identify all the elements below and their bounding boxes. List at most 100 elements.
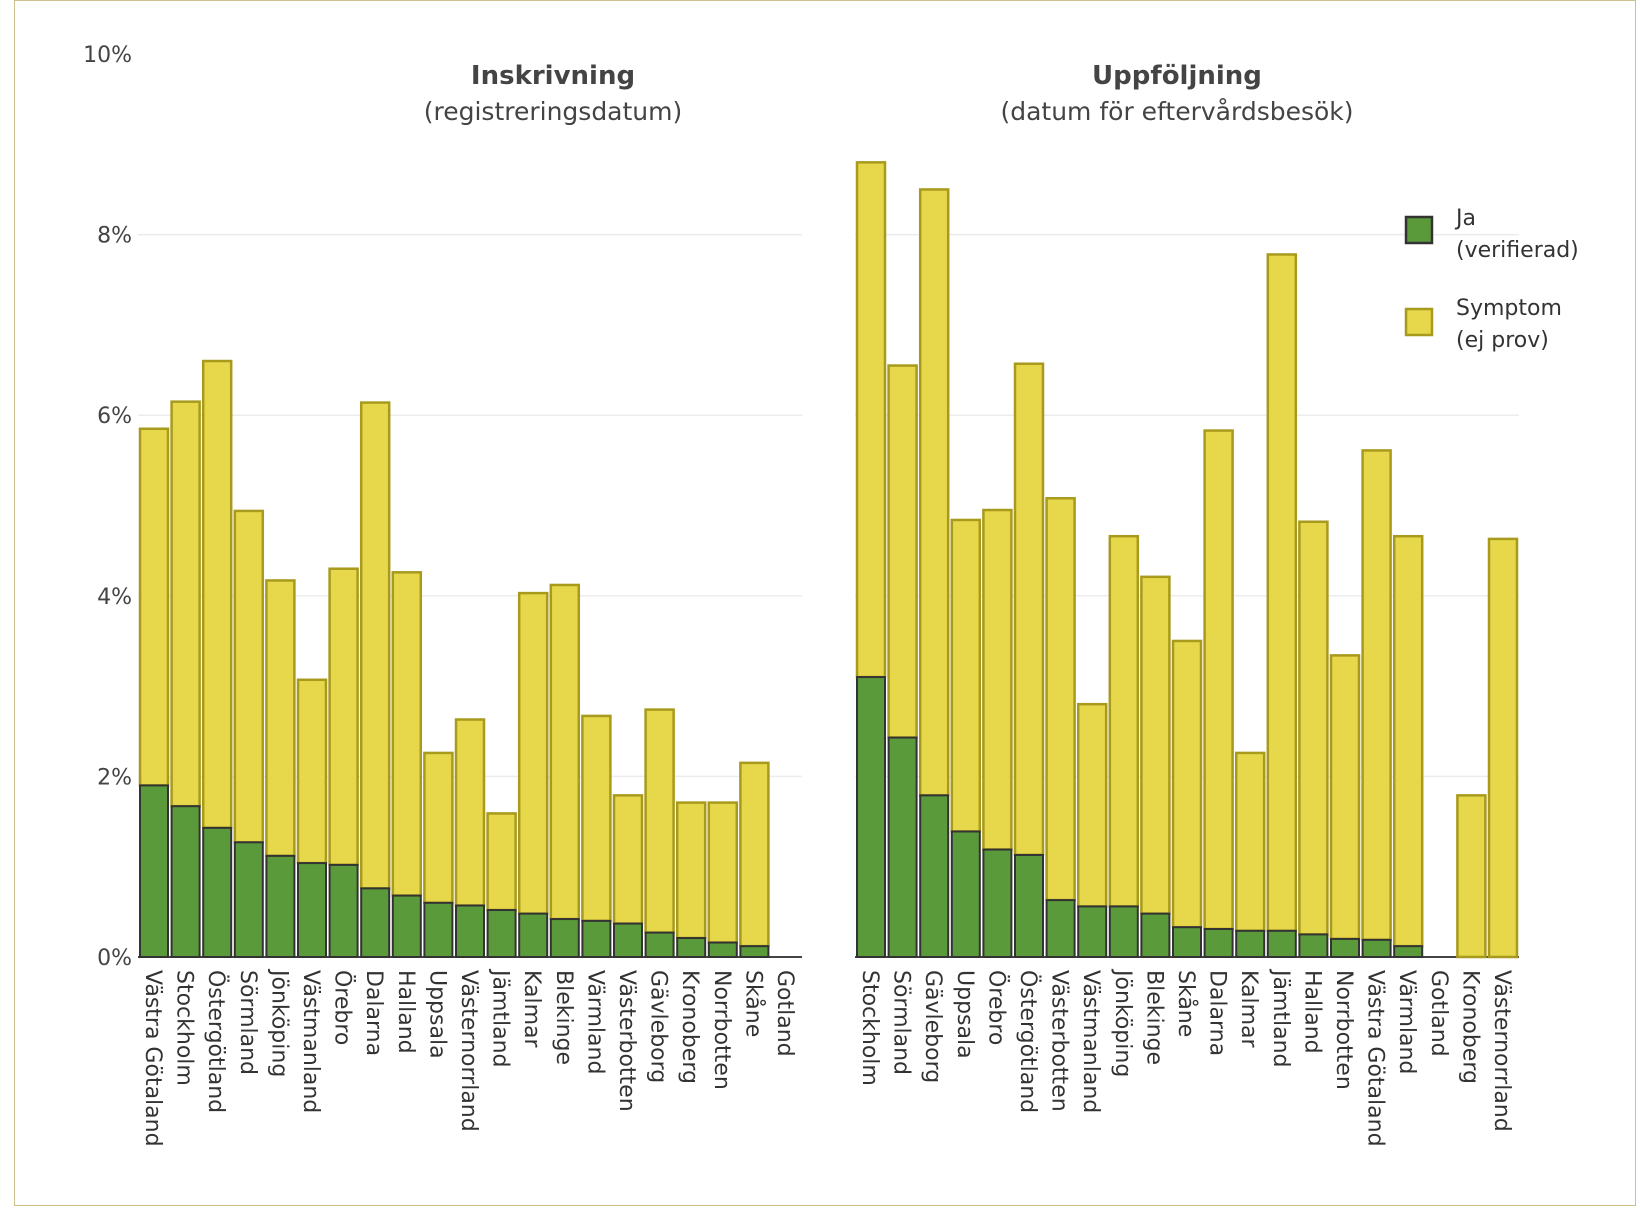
bar-ja [1266,929,1297,958]
x-tick-label: Västerbotten [614,970,639,1112]
x-tick-label: Kronoberg [677,970,702,1084]
bar-symptom [1266,253,1298,933]
legend-swatch-symptom [1404,307,1434,337]
x-tick-label: Östergötland [203,970,229,1113]
bar-ja [1172,926,1202,958]
bar-ja [856,676,886,958]
x-tick-label: Västmanland [1078,970,1103,1113]
bar-symptom [138,427,170,787]
bars [855,161,1519,959]
bar-symptom [517,591,549,915]
bar-symptom [612,794,644,925]
bar-ja [581,919,612,959]
bar-symptom [918,188,950,797]
panel-inskrivning: Inskrivning (registreringsdatum) Västra … [138,61,802,1147]
bar-ja [455,904,485,958]
bar-ja [1203,928,1234,959]
bar-symptom [391,571,423,897]
bar-ja [644,931,675,959]
bar-symptom [1298,520,1329,936]
bar-symptom [1456,794,1487,959]
bar-symptom [1108,534,1140,908]
x-tick-label: Gotland [1426,970,1451,1057]
bar-ja [676,937,707,958]
y-tick-label: 6% [97,404,132,429]
bar-ja [739,945,770,959]
x-tick-label: Dalarna [361,970,386,1056]
x-tick-label: Kalmar [1236,970,1261,1049]
legend: Ja (verifierad) Symptom (ej prov) [1404,206,1579,353]
x-tick-label: Skåne [1173,970,1199,1037]
bar-symptom [549,583,581,921]
bar-ja [518,912,549,959]
bar-ja [265,854,296,959]
bar-ja [613,922,643,958]
x-tick-label: Jönköping [1110,968,1135,1077]
bars [138,359,802,959]
y-tick-label: 0% [97,946,132,971]
bar-symptom [359,401,391,890]
bar-symptom [328,567,359,867]
bar-ja [1108,905,1139,959]
bar-symptom [1487,537,1519,959]
bar-symptom [1329,654,1361,941]
legend-swatch-ja [1404,215,1434,245]
legend-label-ja-line1: Ja [1454,206,1476,231]
x-tick-label: Västernorrland [456,970,481,1132]
x-tick-label: Västra Götaland [1363,970,1388,1147]
bar-ja [1235,929,1266,958]
bar-symptom [423,751,454,905]
bar-symptom [170,400,201,808]
x-tick-label: Uppsala [424,970,449,1059]
bar-symptom [454,718,486,907]
x-tick-label: Sörmland [235,970,260,1075]
bar-symptom [644,708,675,934]
legend-label-symptom-line2: (ej prov) [1456,328,1549,353]
x-tick-label: Västerbotten [1047,970,1072,1112]
bar-symptom [265,579,296,858]
bar-ja [1045,899,1076,959]
bar-ja [139,784,169,958]
bar-ja [423,901,454,959]
bar-ja [391,894,422,959]
x-tick-label: Västernorrland [1489,970,1514,1132]
x-tick-label: Västra Götaland [140,970,165,1147]
bar-symptom [486,812,517,912]
panel-subtitle: (datum för eftervårdsbesök) [1000,97,1353,126]
x-tick-label: Örebro [330,970,356,1045]
x-tick-label: Blekinge [551,970,576,1065]
legend-label-ja-line2: (verifierad) [1456,238,1579,263]
bar-symptom [581,714,612,923]
bar-ja [1330,937,1360,959]
bar-symptom [675,801,707,940]
x-tick-label: Norrbotten [709,970,734,1090]
x-tick-label: Värmland [1394,970,1419,1074]
panel-title: Uppföljning [1092,61,1262,91]
x-tick-label: Jönköping [266,968,291,1077]
y-tick-label: 2% [97,765,132,790]
x-tick-label: Jämtland [1268,968,1293,1068]
bar-symptom [1140,575,1171,915]
bar-ja [982,848,1013,959]
bar-symptom [1234,751,1266,933]
bar-ja [328,863,359,958]
x-tick-label: Stockholm [172,970,197,1086]
bar-ja [1014,853,1044,958]
bar-ja [707,941,738,959]
bar-symptom [707,801,739,944]
bar-symptom [1045,497,1076,902]
bar-symptom [201,359,233,830]
panel-title: Inskrivning [471,61,635,91]
bar-symptom [1203,429,1234,931]
bar-symptom [1361,449,1392,942]
x-tick-label: Halland [1299,970,1324,1054]
x-tick-label: Kronoberg [1457,970,1482,1084]
x-tick-label: Örebro [983,970,1009,1045]
bar-ja [297,862,327,959]
x-tick-label: Blekinge [1141,970,1166,1065]
x-tick-label: Gävleborg [646,970,671,1083]
bar-ja [1298,933,1329,958]
bar-symptom [1013,362,1045,857]
x-tick-label: Stockholm [857,970,882,1086]
